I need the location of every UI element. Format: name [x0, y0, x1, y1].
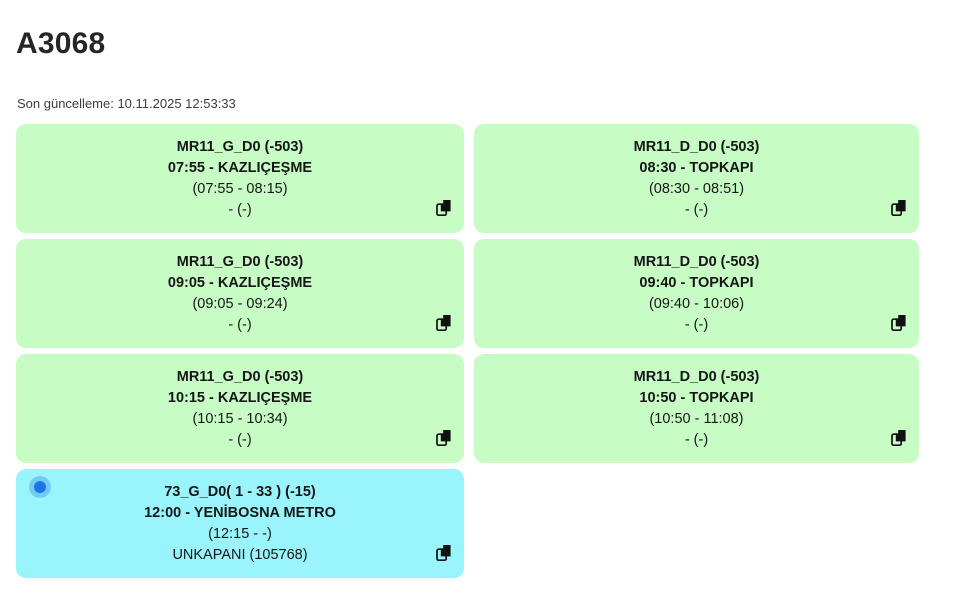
trip-departure-destination: 09:40 - TOPKAPI	[639, 274, 754, 291]
page-title: A3068	[16, 27, 106, 60]
trip-block-label: MR11_G_D0 (-503)	[176, 253, 304, 270]
trip-block-label: MR11_D_D0 (-503)	[633, 138, 760, 155]
trip-card[interactable]: MR11_D_D0 (-503) 10:50 - TOPKAPI (10:50 …	[474, 354, 919, 463]
trip-time-window: (10:15 - 10:34)	[192, 410, 288, 427]
trip-time-window: (08:30 - 08:51)	[648, 180, 745, 197]
copy-icon	[435, 199, 451, 216]
trip-block-label: 73_G_D0( 1 - 33 ) (-15)	[164, 483, 316, 500]
trip-departure-destination: 12:00 - YENİBOSNA METRO	[144, 504, 336, 521]
copy-button[interactable]	[889, 313, 907, 332]
trip-block-label: MR11_D_D0 (-503)	[633, 368, 760, 385]
trip-card[interactable]: MR11_D_D0 (-503) 08:30 - TOPKAPI (08:30 …	[474, 124, 919, 233]
page-container: A3068 Son güncelleme: 10.11.2025 12:53:3…	[16, 27, 971, 578]
trip-extra-info: - (-)	[228, 431, 252, 448]
copy-icon	[435, 544, 451, 561]
trip-time-window: (12:15 - -)	[208, 525, 272, 542]
trip-time-window: (07:55 - 08:15)	[192, 180, 288, 197]
copy-button[interactable]	[434, 428, 452, 447]
copy-icon	[890, 314, 906, 331]
copy-icon	[890, 199, 906, 216]
trip-extra-info: - (-)	[684, 316, 709, 333]
copy-icon	[890, 429, 906, 446]
trip-block-label: MR11_G_D0 (-503)	[176, 138, 304, 155]
trip-time-window: (09:40 - 10:06)	[648, 295, 745, 312]
copy-button[interactable]	[434, 313, 452, 332]
trip-card[interactable]: MR11_G_D0 (-503) 09:05 - KAZLIÇEŞME (09:…	[16, 239, 464, 348]
copy-button[interactable]	[434, 198, 452, 217]
blue-radio-dot-icon	[34, 481, 46, 493]
trip-extra-info: - (-)	[684, 431, 709, 448]
trip-extra-info: - (-)	[684, 201, 709, 218]
trip-extra-info: UNKAPANI (105768)	[172, 546, 308, 563]
trip-block-label: MR11_G_D0 (-503)	[176, 368, 304, 385]
trip-departure-destination: 07:55 - KAZLIÇEŞME	[167, 159, 313, 176]
trip-departure-destination: 08:30 - TOPKAPI	[639, 159, 754, 176]
last-updated-text: Son güncelleme: 10.11.2025 12:53:33	[17, 96, 236, 111]
trip-card[interactable]: 73_G_D0( 1 - 33 ) (-15) 12:00 - YENİBOSN…	[16, 469, 464, 578]
copy-button[interactable]	[889, 198, 907, 217]
trip-extra-info: - (-)	[228, 316, 252, 333]
trip-block-label: MR11_D_D0 (-503)	[633, 253, 760, 270]
trip-departure-destination: 10:15 - KAZLIÇEŞME	[167, 389, 313, 406]
trip-card-grid: MR11_G_D0 (-503) 07:55 - KAZLIÇEŞME (07:…	[16, 124, 971, 578]
trip-departure-destination: 10:50 - TOPKAPI	[639, 389, 754, 406]
trip-time-window: (09:05 - 09:24)	[192, 295, 288, 312]
trip-card[interactable]: MR11_G_D0 (-503) 10:15 - KAZLIÇEŞME (10:…	[16, 354, 464, 463]
copy-button[interactable]	[889, 428, 907, 447]
trip-departure-destination: 09:05 - KAZLIÇEŞME	[167, 274, 313, 291]
trip-extra-info: - (-)	[228, 201, 252, 218]
trip-card[interactable]: MR11_G_D0 (-503) 07:55 - KAZLIÇEŞME (07:…	[16, 124, 464, 233]
copy-icon	[435, 429, 451, 446]
copy-icon	[435, 314, 451, 331]
trip-time-window: (10:50 - 11:08)	[649, 410, 744, 427]
trip-card[interactable]: MR11_D_D0 (-503) 09:40 - TOPKAPI (09:40 …	[474, 239, 919, 348]
copy-button[interactable]	[434, 543, 452, 562]
